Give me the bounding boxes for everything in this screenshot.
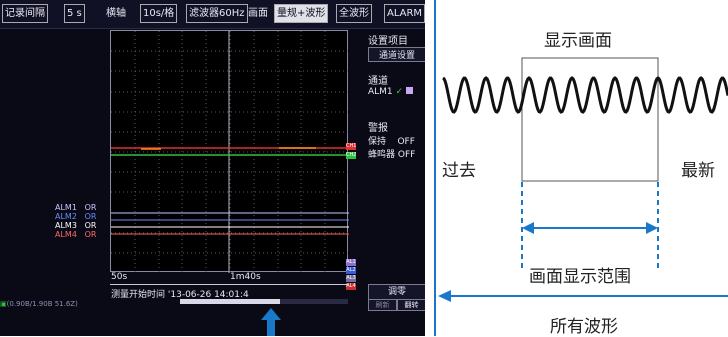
chip-al2: AL2 [346,267,356,274]
flip-button[interactable]: 翻转 [397,299,425,311]
alarm-button[interactable]: ALARM [384,4,425,23]
chip-al4: AL4 [346,283,356,290]
alarm-legend-row: ALM1 OR [55,203,97,212]
check-icon: ✓ [395,87,404,97]
measure-start-label: 测量开始时间 [111,290,166,300]
channel-settings-button[interactable]: 通道设置 [368,47,425,62]
record-interval-label: 记录间隔 [5,8,45,19]
time-start-label: 50s [111,272,128,282]
recorder-screen: 记录间隔 5 s 横轴 10s/格 滤波器60Hz 画面 量规+波形 全波形 A… [0,0,425,336]
up-arrow-icon [261,308,281,336]
pointer-arrow [261,308,281,336]
chip-al3: AL3 [346,275,356,282]
alarm-legend: ALM1 OR ALM2 OR ALM3 OR ALM4 OR [55,203,109,239]
status-bar: ▣(0.90B/1.90B 51.6Z) [0,300,78,308]
waveform-grid [111,31,349,273]
display-range-label: 画面显示范围 [529,267,631,287]
record-interval-button[interactable]: 记录间隔 [2,4,48,23]
record-interval-value[interactable]: 5 s [64,4,85,23]
full-wave-button[interactable]: 全波形 [336,4,372,23]
filter-button[interactable]: 滤波器60Hz [186,4,248,23]
latest-label: 最新 [681,161,715,181]
hold-setting[interactable]: 保持 OFF [368,137,415,147]
range-arrow-left-head [522,222,534,234]
zero-adjust-button[interactable]: 调零 [368,284,425,300]
settings-item-label: 设置项目 [368,36,408,47]
waveform-diagram [434,0,728,336]
past-label: 过去 [442,161,476,181]
chip-ch2: CH2 [346,152,357,159]
alarm-legend-row: ALM4 OR [55,230,97,239]
sd-icon: ▣ [0,300,7,308]
display-screen-label: 显示画面 [544,31,612,51]
scroll-thumb[interactable] [180,299,280,304]
channel-label: 通道 [368,76,388,87]
chip-al1: AL1 [346,259,356,266]
waveform-plot[interactable] [110,30,349,273]
screen-mode-button[interactable]: 量规+波形 [274,4,329,23]
alarm-settings-label: 警报 [368,123,388,134]
refresh-button[interactable]: 刷新 [368,299,397,311]
time-mid-label: 1m40s [230,272,261,282]
range-arrow-right-head [646,222,658,234]
all-waves-arrow-left-head [438,290,451,302]
measure-start-value: '13-06-26 14:01:4 [167,290,249,300]
channel-select[interactable]: ALM1 ✓ [352,87,425,97]
alarm-legend-row: ALM2 OR [55,212,97,221]
sine-wave [442,76,728,114]
settings-sidebar: 设置项目 通道设置 通道 ALM1 ✓ 警报 保持 OFF 蜂鸣器 OFF [352,32,425,160]
measure-start: 测量开始时间 '13-06-26 14:01:4 [111,287,249,300]
buzzer-setting[interactable]: 蜂鸣器 OFF [368,150,416,160]
time-axis-line [110,284,348,285]
axis-label: 横轴 [106,8,126,19]
top-toolbar: 记录间隔 5 s 横轴 10s/格 滤波器60Hz 画面 量规+波形 全波形 A… [0,0,425,29]
chip-ch1: CH1 [346,143,357,150]
color-swatch [405,87,413,94]
axis-scale-value[interactable]: 10s/格 [140,4,178,23]
scroll-track[interactable] [180,299,348,304]
display-window-rect [521,57,659,182]
alarm-legend-row: ALM3 OR [55,221,97,230]
screen-label: 画面 [248,8,268,19]
all-waves-label: 所有波形 [550,317,618,337]
